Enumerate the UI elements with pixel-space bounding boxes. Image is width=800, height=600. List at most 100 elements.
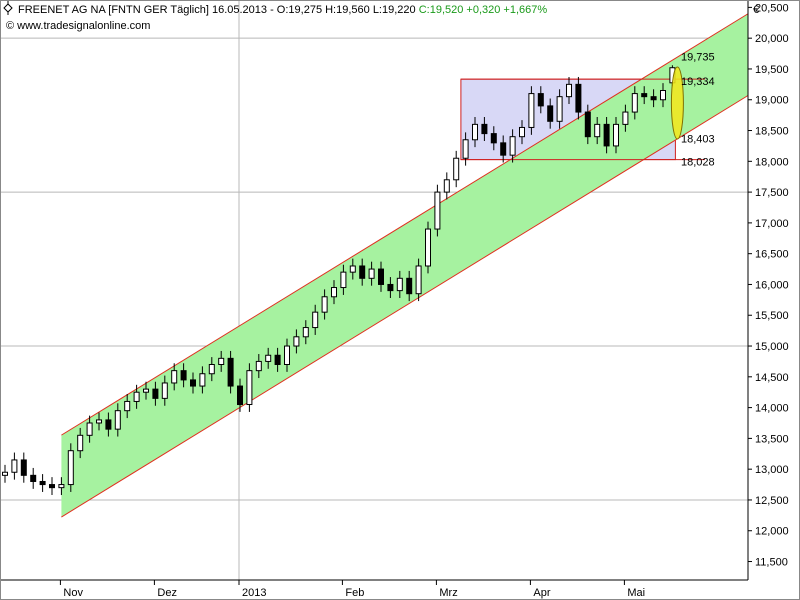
- y-tick-label: 19,000: [755, 95, 789, 107]
- y-tick-label: 16,500: [755, 249, 789, 261]
- candle-body: [77, 434, 84, 452]
- candle-body: [199, 373, 206, 387]
- y-tick-label: 20,500: [755, 2, 789, 14]
- candle-body: [660, 90, 666, 101]
- candle-body: [547, 105, 554, 122]
- y-tick-label: 12,500: [755, 495, 789, 507]
- candle-body: [218, 357, 225, 366]
- candle-body: [641, 93, 648, 98]
- level-label: 19,735: [681, 51, 715, 63]
- candle-body: [58, 484, 65, 489]
- candle-body: [537, 93, 544, 107]
- x-tick-label: Nov: [63, 587, 83, 599]
- y-tick-label: 17,500: [755, 187, 789, 199]
- candle-body: [30, 474, 37, 482]
- candle-body: [312, 311, 319, 329]
- chart-title: FREENET AG NA [FNTN GER Täglich] 16.05.2…: [18, 4, 547, 16]
- candle-body: [434, 191, 441, 230]
- candle-body: [284, 345, 290, 366]
- highlight: [670, 66, 684, 140]
- y-tick-label: 12,000: [755, 526, 789, 538]
- candle-body: [415, 265, 422, 295]
- candle-body: [246, 370, 253, 406]
- candle-body: [114, 410, 121, 430]
- candle-body: [603, 123, 610, 147]
- candle-body: [453, 157, 460, 181]
- y-tick-label: 18,500: [755, 126, 789, 138]
- y-tick-label: 16,000: [755, 279, 789, 291]
- candle-body: [349, 265, 356, 273]
- x-tick-label: 2013: [242, 587, 266, 599]
- candle-body: [519, 126, 525, 138]
- candle-body: [49, 484, 55, 489]
- candle-body: [584, 111, 591, 138]
- quote-text: C:19,520 +0,320 +1,667%: [419, 4, 548, 16]
- channel-upper: [61, 13, 749, 436]
- y-tick-label: 15,000: [755, 341, 789, 353]
- candle-body: [481, 123, 488, 135]
- candle-body: [321, 296, 328, 313]
- candle-body: [443, 179, 450, 193]
- candle-body: [171, 370, 178, 384]
- candle-body: [613, 123, 619, 147]
- candle-body: [462, 139, 469, 159]
- candle-body: [265, 354, 272, 362]
- candle-body: [340, 271, 347, 289]
- y-tick-label: 17,000: [755, 218, 789, 230]
- candle-body: [86, 422, 93, 436]
- x-tick-label: Mai: [627, 587, 645, 599]
- y-tick-label: 14,000: [755, 403, 789, 415]
- candle-body: [472, 123, 478, 141]
- candle-body: [39, 480, 46, 486]
- x-tick-label: Mrz: [439, 587, 457, 599]
- candle-body: [255, 360, 262, 372]
- symbol-icon: [3, 1, 13, 15]
- candle-body: [509, 136, 516, 156]
- candle-body: [180, 370, 187, 381]
- y-tick-label: 19,500: [755, 64, 789, 76]
- candle-body: [237, 385, 243, 406]
- candle-body: [500, 142, 507, 156]
- y-tick-label: 13,000: [755, 464, 789, 476]
- candle-body: [293, 336, 300, 347]
- x-tick-label: Dez: [157, 587, 177, 599]
- candle-body: [575, 83, 582, 113]
- currency: €: [753, 4, 759, 16]
- candle-body: [133, 391, 140, 402]
- candle-body: [190, 379, 196, 387]
- candle-body: [378, 268, 384, 285]
- candle-body: [11, 459, 18, 473]
- title-text: FREENET AG NA [FNTN GER Täglich] 16.05.2…: [18, 4, 419, 16]
- candle-body: [528, 93, 535, 128]
- plot-area: [0, 0, 749, 580]
- candle-body: [302, 327, 309, 338]
- candle-body: [152, 388, 159, 399]
- candle-body: [161, 382, 168, 399]
- x-tick-label: Feb: [345, 587, 364, 599]
- candle-body: [143, 388, 149, 393]
- candle-body: [274, 354, 281, 366]
- candle-body: [631, 93, 638, 113]
- candle-body: [96, 419, 102, 424]
- candle-body: [406, 277, 413, 295]
- candle-body: [594, 123, 601, 138]
- candle-body: [359, 265, 366, 279]
- level-label: 18,028: [681, 157, 715, 169]
- candle-body: [208, 364, 215, 375]
- y-tick-label: 13,500: [755, 433, 789, 445]
- y-tick-label: 20,000: [755, 33, 789, 45]
- y-tick-label: 15,500: [755, 310, 789, 322]
- candle-body: [490, 133, 497, 144]
- source: © www.tradesignalonline.com: [6, 20, 150, 32]
- candle-body: [387, 283, 394, 292]
- y-tick-label: 18,000: [755, 156, 789, 168]
- candle-body: [650, 96, 657, 101]
- candle-body: [124, 400, 131, 412]
- level-label: 19,334: [681, 76, 715, 88]
- candle-body: [396, 277, 403, 292]
- candle-body: [67, 450, 74, 486]
- x-tick-label: Apr: [533, 587, 550, 599]
- y-tick-label: 14,500: [755, 372, 789, 384]
- candle-body: [425, 228, 431, 267]
- candle-body: [105, 419, 112, 430]
